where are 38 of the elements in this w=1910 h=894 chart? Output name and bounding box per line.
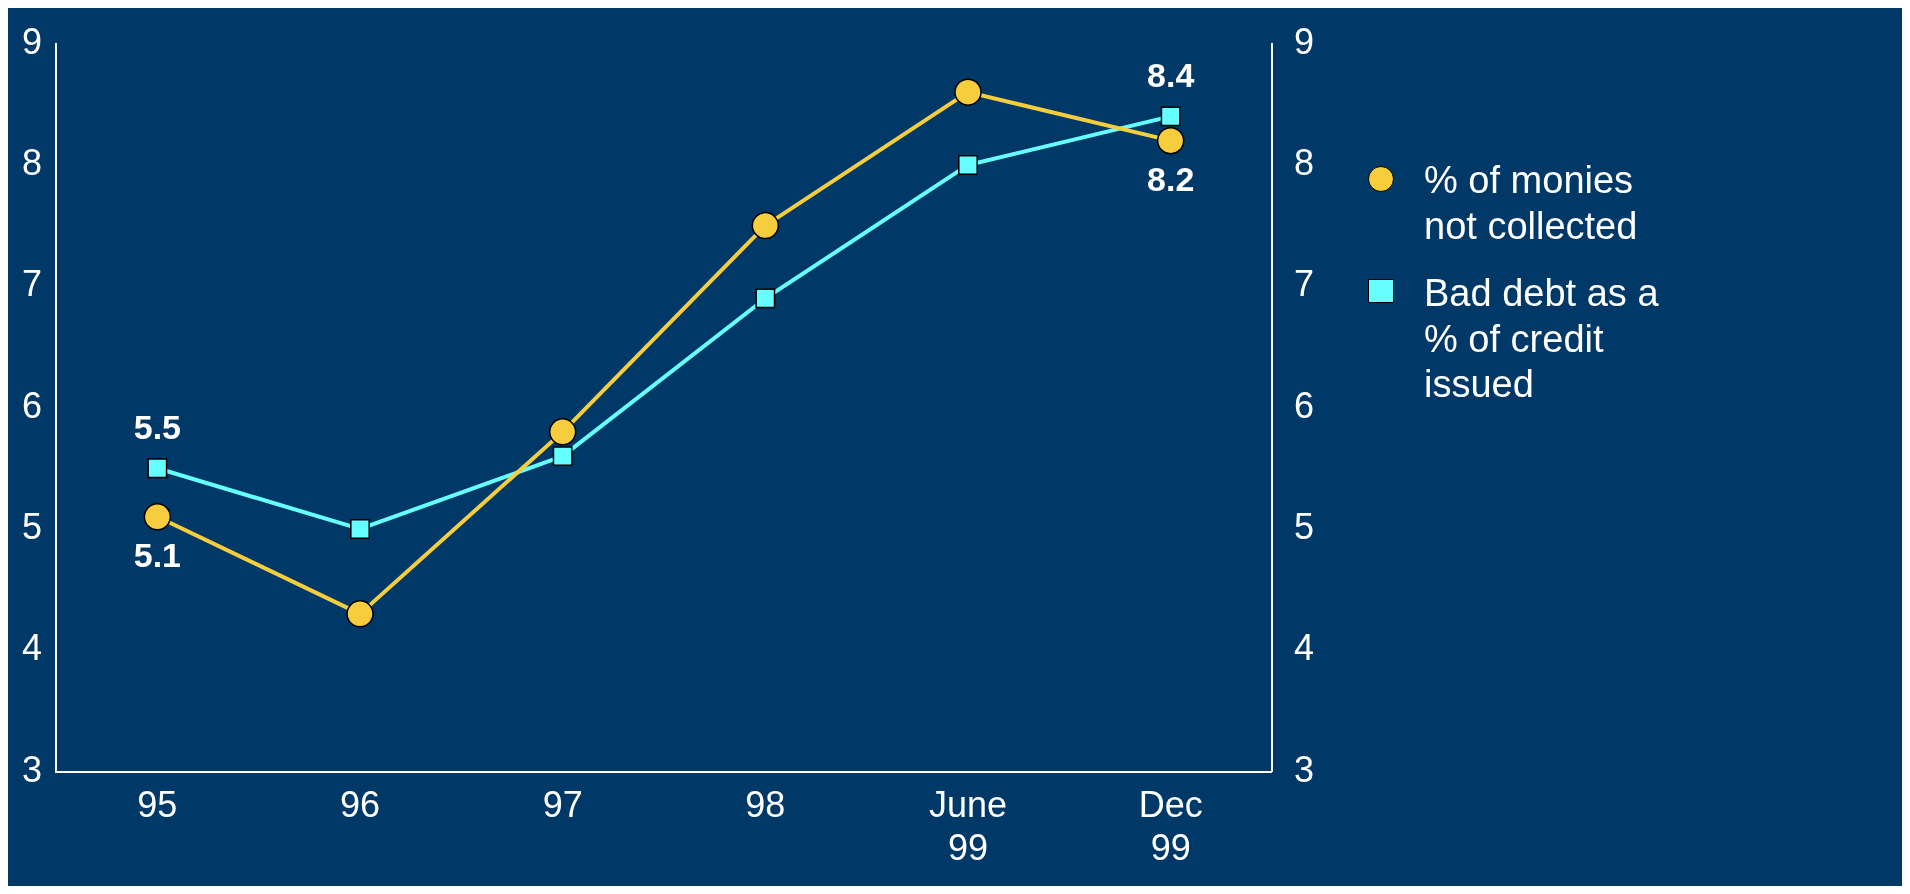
y-tick-label: 8 xyxy=(21,141,43,183)
point xyxy=(143,503,172,531)
point xyxy=(346,600,374,628)
x-tick-label: 97 xyxy=(542,784,583,826)
y2-tick-label: 3 xyxy=(1293,748,1315,790)
x-tick-label: 95 xyxy=(137,784,178,826)
data-label: 5.1 xyxy=(133,536,181,575)
point xyxy=(755,288,776,309)
y-tick-label: 4 xyxy=(21,627,43,669)
y2-tick-label: 6 xyxy=(1293,384,1315,426)
point xyxy=(552,446,573,467)
point xyxy=(751,211,780,240)
y-tick-label: 9 xyxy=(21,20,43,62)
legend-label: % of monies not collected xyxy=(1424,158,1639,249)
legend-label: Bad debt as a % of credit issued xyxy=(1424,271,1660,408)
point xyxy=(954,78,982,106)
y2-tick-label: 9 xyxy=(1293,20,1315,62)
y2-tick-label: 5 xyxy=(1293,505,1315,547)
point xyxy=(958,154,978,175)
y2-tick-label: 4 xyxy=(1293,627,1315,669)
point xyxy=(1160,106,1181,127)
y-tick-label: 5 xyxy=(21,505,43,547)
point xyxy=(350,518,370,539)
data-label: 8.2 xyxy=(1147,160,1195,199)
point xyxy=(147,458,168,479)
x-tick-label: Dec 99 xyxy=(1138,784,1203,869)
y-tick-label: 7 xyxy=(21,263,43,305)
data-label: 8.4 xyxy=(1147,55,1195,94)
point xyxy=(1156,126,1185,155)
x-tick-label: 98 xyxy=(745,784,786,826)
y-tick-label: 6 xyxy=(21,384,43,426)
x-tick-label: June 99 xyxy=(928,784,1008,869)
point xyxy=(548,418,577,446)
x-tick-label: 96 xyxy=(339,784,381,826)
y-tick-label: 3 xyxy=(21,748,43,790)
data-label: 5.5 xyxy=(133,407,181,446)
y2-tick-label: 7 xyxy=(1293,263,1315,305)
y2-tick-label: 8 xyxy=(1293,141,1315,183)
